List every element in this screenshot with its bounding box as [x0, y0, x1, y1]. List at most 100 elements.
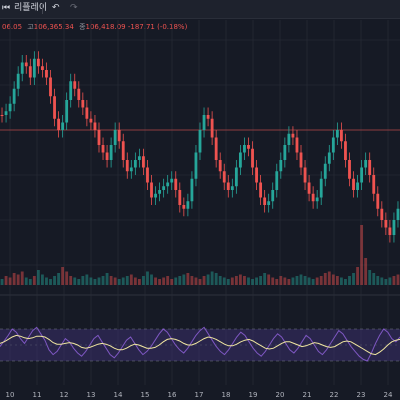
candle-body: [360, 167, 364, 183]
volume-bar: [8, 277, 12, 285]
volume-bar: [307, 277, 311, 285]
open-value: 06.05: [2, 23, 23, 31]
volume-bar: [202, 276, 206, 285]
volume-bar: [238, 274, 242, 285]
candle-body: [238, 152, 242, 168]
undo-icon[interactable]: ↶: [52, 3, 60, 13]
candle-body: [283, 145, 287, 160]
volume-bar: [65, 271, 69, 285]
candle-body: [36, 58, 40, 67]
volume-bar: [226, 279, 230, 285]
x-tick-label: 18: [222, 391, 231, 399]
candle-body: [121, 141, 125, 160]
candle-body: [230, 186, 234, 190]
candle-body: [299, 152, 303, 168]
volume-bar: [380, 277, 384, 285]
volume-bar: [234, 276, 238, 285]
volume-bar: [97, 277, 101, 285]
volume-bar: [299, 274, 303, 285]
candle-body: [259, 182, 263, 198]
volume-bar: [186, 273, 190, 285]
candle-body: [251, 148, 254, 168]
candle-body: [194, 152, 198, 179]
volume-bar: [142, 276, 145, 285]
volume-bar: [372, 273, 376, 285]
candle-body: [376, 193, 380, 209]
candle-body: [247, 145, 250, 149]
volume-bar: [57, 273, 61, 285]
candle-body: [109, 145, 113, 160]
volume-bar: [117, 279, 121, 285]
candle-body: [331, 137, 335, 153]
candle-body: [28, 66, 32, 78]
volume-bar: [360, 225, 364, 285]
rsi-ma-line: [0, 334, 400, 356]
candle-body: [133, 160, 137, 168]
volume-bar: [214, 273, 218, 285]
ohlc-legend: 06.05 고106,365.34 종106,418.09 -187.71 (-…: [2, 22, 187, 32]
volume-bar: [251, 279, 254, 285]
x-tick-label: 22: [330, 391, 339, 399]
candle-body: [214, 137, 218, 160]
volume-bar: [101, 276, 105, 285]
volume-bar: [178, 276, 182, 285]
volume-bar: [335, 276, 339, 285]
x-tick-label: 24: [384, 391, 393, 399]
volume-bar: [109, 276, 113, 285]
volume-bar: [275, 279, 279, 285]
candle-body: [73, 81, 77, 89]
volume-bar: [279, 276, 283, 285]
volume-bar: [323, 273, 327, 285]
candle-body: [125, 160, 129, 172]
redo-icon[interactable]: ↷: [70, 3, 78, 13]
replay-icon[interactable]: ⏮: [2, 3, 11, 13]
volume-bar: [20, 271, 24, 285]
candle-body: [41, 66, 44, 70]
volume-bar: [352, 273, 355, 285]
candle-body: [117, 130, 121, 142]
candle-body: [53, 96, 56, 119]
candle-body: [178, 190, 182, 205]
volume-bar: [41, 274, 44, 285]
candle-body: [279, 160, 283, 172]
volume-bar: [12, 273, 16, 285]
candle-body: [348, 160, 351, 179]
candle-body: [396, 208, 400, 220]
candle-body: [364, 160, 368, 168]
candle-body: [45, 70, 48, 78]
toolbar-divider: [42, 3, 43, 14]
x-tick-label: 19: [249, 391, 258, 399]
candle-body: [162, 186, 166, 190]
candle-body: [234, 167, 238, 187]
volume-bar: [263, 273, 267, 285]
candle-body: [0, 115, 4, 116]
volume-bar: [113, 277, 117, 285]
volume-bar: [77, 279, 81, 285]
candle-body: [319, 178, 323, 198]
volume-bar: [267, 274, 271, 285]
candle-body: [243, 145, 246, 153]
candle-body: [154, 193, 157, 198]
volume-bar: [222, 277, 226, 285]
volume-bar: [259, 276, 263, 285]
volume-bar: [190, 276, 194, 285]
x-tick-label: 20: [276, 391, 285, 399]
candle-body: [101, 145, 105, 153]
volume-bar: [311, 279, 315, 285]
candle-body: [174, 178, 178, 190]
volume-bar: [150, 274, 153, 285]
candle-body: [49, 77, 52, 97]
volume-bar: [174, 277, 178, 285]
candle-body: [210, 118, 214, 138]
volume-bar: [396, 274, 400, 285]
volume-bar: [28, 279, 32, 285]
replay-button[interactable]: 리플레이: [14, 3, 48, 13]
close-label: 종: [79, 23, 86, 31]
volume-bar: [105, 273, 109, 285]
volume-bar: [36, 270, 40, 285]
candle-body: [392, 220, 396, 235]
volume-bar: [89, 277, 93, 285]
candle-body: [323, 163, 327, 179]
volume-bar: [32, 276, 36, 285]
